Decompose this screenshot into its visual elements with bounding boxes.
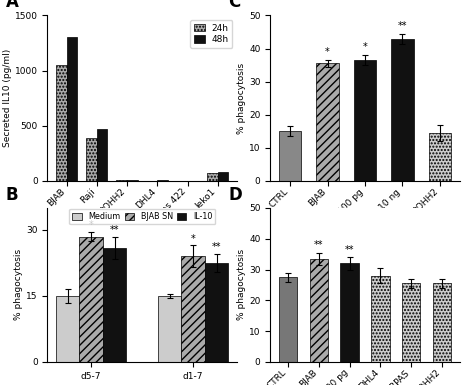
Bar xyxy=(279,131,301,181)
Text: *: * xyxy=(191,234,196,244)
Bar xyxy=(127,180,137,181)
Text: C: C xyxy=(228,0,241,11)
Text: **: ** xyxy=(398,21,407,31)
Text: *: * xyxy=(325,47,330,57)
Text: **: ** xyxy=(345,245,355,255)
Bar xyxy=(218,172,228,181)
Bar xyxy=(391,38,414,181)
Bar xyxy=(316,64,339,181)
Legend: 24h, 48h: 24h, 48h xyxy=(190,20,232,48)
Bar xyxy=(310,259,328,362)
Text: **: ** xyxy=(314,240,324,250)
Bar xyxy=(56,296,80,362)
Text: D: D xyxy=(228,186,242,204)
Text: **: ** xyxy=(110,225,119,235)
Bar xyxy=(402,283,420,362)
Bar xyxy=(371,276,390,362)
Bar xyxy=(182,256,205,362)
Text: A: A xyxy=(6,0,18,11)
Y-axis label: % phagocytosis: % phagocytosis xyxy=(237,249,246,320)
Bar xyxy=(207,173,218,181)
Y-axis label: Secreted IL10 (pg/ml): Secreted IL10 (pg/ml) xyxy=(3,49,12,147)
Text: *: * xyxy=(89,220,93,230)
Text: B: B xyxy=(6,186,18,204)
Bar xyxy=(340,263,359,362)
Y-axis label: % phagocytosis: % phagocytosis xyxy=(237,63,246,134)
Bar xyxy=(428,133,451,181)
Y-axis label: % phagocytosis: % phagocytosis xyxy=(14,249,23,320)
Bar xyxy=(97,129,108,181)
Bar xyxy=(279,277,297,362)
Bar xyxy=(205,263,228,362)
Bar xyxy=(56,65,67,181)
Legend: Medium, BJAB SN, IL-10: Medium, BJAB SN, IL-10 xyxy=(69,209,216,224)
Text: **: ** xyxy=(212,242,221,252)
Bar xyxy=(103,248,127,362)
Bar xyxy=(158,296,182,362)
Bar xyxy=(80,236,103,362)
Text: *: * xyxy=(363,42,367,52)
Bar xyxy=(67,37,77,181)
Bar xyxy=(354,60,376,181)
Bar xyxy=(433,283,451,362)
Bar xyxy=(86,138,97,181)
